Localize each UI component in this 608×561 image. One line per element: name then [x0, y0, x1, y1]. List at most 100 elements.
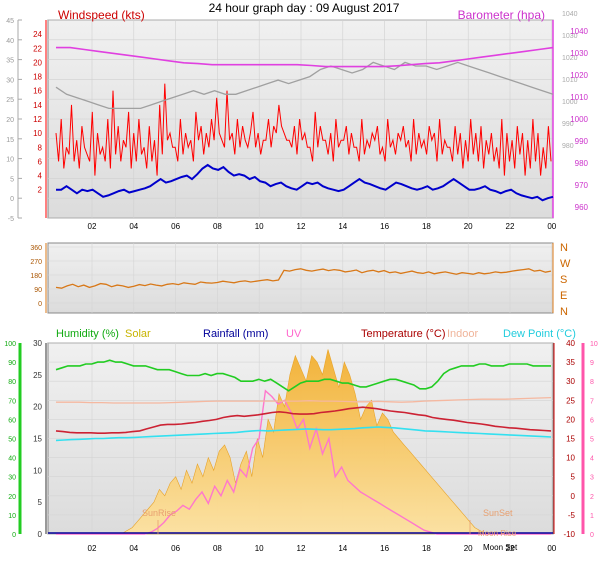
wind-series-group [55, 46, 554, 202]
climate-x-tick-label: 02 [88, 544, 97, 553]
wind-left-tick-label: 0 [10, 196, 14, 203]
wind-left-tick-label: 5 [10, 176, 14, 183]
barometer-line [56, 46, 554, 68]
wind-left-tick-label: -5 [8, 216, 14, 223]
wind-x-tick-label: 02 [88, 222, 97, 231]
temperature-axis: -10 -5 0 5 10 15 20 25 30 35 40 [553, 339, 576, 539]
temperature-label: Temperature (°C) [361, 328, 445, 340]
indoor-line [56, 396, 552, 404]
solar-tick-label: 25 [33, 371, 42, 380]
wind-inner-tick-label: 20 [33, 58, 42, 67]
temperature-tick-label: -10 [563, 530, 575, 539]
climate-x-tick-label: 16 [380, 544, 389, 553]
uv-line [56, 389, 551, 535]
humidity-tick-label: 10 [8, 513, 16, 520]
temperature-tick-label: 20 [566, 415, 575, 424]
uv-tick-label: 8 [590, 379, 594, 386]
uv-tick-label: 7 [590, 398, 594, 405]
uv-label: UV [286, 328, 302, 340]
uv-tick-label: 1 [590, 513, 594, 520]
wind-inner-tick-label: 8 [38, 143, 43, 152]
wind-x-tick-label: 22 [506, 222, 515, 231]
barometer-tick-label: 1030 [562, 33, 578, 40]
temperature-tick-label: 35 [566, 358, 575, 367]
wind-left-axis: -5 0 5 10 15 20 25 30 35 40 45 [6, 18, 22, 223]
compass-label: N [560, 306, 568, 318]
climate-annotations: SunRise SunSet Moon Rise Moon Set [142, 508, 518, 552]
solar-axis: 0 5 10 15 20 25 30 [33, 339, 47, 539]
barometer-tick-label: 990 [562, 121, 574, 128]
wind-x-tick-label: 16 [380, 222, 389, 231]
wind-inner-tick-label: 24 [33, 30, 42, 39]
uv-tick-label: 4 [590, 456, 594, 463]
avg-wind-line [56, 163, 554, 202]
moonset-label: Moon Set [483, 543, 518, 552]
wind-left-tick-label: 40 [6, 38, 14, 45]
direction-series-group [55, 268, 552, 289]
dewpoint-line [55, 426, 552, 442]
solar-tick-label: 15 [33, 435, 42, 444]
barometer-tick-label: 980 [562, 143, 574, 150]
sunset-label: SunSet [483, 508, 513, 518]
barometer-inner-tick-label: 960 [575, 203, 589, 212]
wind-x-tick-label: 04 [129, 222, 138, 231]
solar-label: Solar [125, 328, 151, 340]
humidity-axis: 0 10 20 30 40 50 60 70 80 90 100 [4, 341, 22, 539]
climate-x-tick-label: 22 [506, 544, 515, 553]
humidity-tick-label: 60 [8, 417, 16, 424]
temperature-tick-label: -5 [568, 511, 576, 520]
wind-x-tick-label: 12 [297, 222, 306, 231]
wind-left-tick-label: 20 [6, 117, 14, 124]
wind-x-tick-label: 08 [213, 222, 222, 231]
compass-label: W [560, 258, 571, 270]
barometer-inner-tick-label: 990 [575, 137, 589, 146]
barometer-min-line [55, 61, 554, 110]
temperature-tick-label: 10 [566, 454, 575, 463]
page-title: 24 hour graph day : 09 August 2017 [209, 1, 400, 15]
climate-x-tick-label: 20 [464, 544, 473, 553]
wind-inner-tick-label: 4 [38, 172, 43, 181]
plot-area-wind-direction [47, 242, 554, 314]
moonrise-label: Moon Rise [478, 529, 517, 538]
solar-tick-label: 30 [33, 339, 42, 348]
direction-left-axis: 0 90 180 270 360 [30, 243, 47, 313]
barometer-right-axis: 980 990 1000 1010 1020 1030 1040 [552, 11, 578, 218]
direction-tick-label: 0 [38, 301, 42, 308]
climate-x-tick-label: 18 [422, 544, 431, 553]
solar-tick-label: 20 [33, 403, 42, 412]
climate-x-tick-label: 14 [338, 544, 347, 553]
wind-inner-tick-label: 16 [33, 87, 42, 96]
wind-inner-tick-label: 12 [33, 115, 42, 124]
barometer-inner-tick-label: 1000 [570, 115, 588, 124]
direction-tick-label: 270 [30, 259, 42, 266]
temperature-tick-label: 40 [566, 339, 575, 348]
barometer-label: Barometer (hpa) [458, 8, 545, 22]
humidity-tick-label: 20 [8, 494, 16, 501]
wind-left-tick-label: 25 [6, 97, 14, 104]
barometer-inner-tick-label: 1010 [570, 93, 588, 102]
climate-x-tick-label: 10 [255, 544, 264, 553]
direction-tick-label: 90 [34, 287, 42, 294]
temperature-line [55, 406, 552, 435]
wind-inner-tick-label: 14 [33, 101, 42, 110]
climate-x-tick-label: 00 [547, 544, 556, 553]
wind-x-tick-label: 00 [547, 222, 556, 231]
wind-x-tick-label: 20 [464, 222, 473, 231]
wind-x-tick-label: 10 [255, 222, 264, 231]
wind-x-tick-label: 18 [422, 222, 431, 231]
wind-x-ticks: 02 04 06 08 10 12 14 16 18 20 22 00 [88, 222, 557, 231]
uv-axis: 0 1 2 3 4 5 6 7 8 9 10 [581, 341, 598, 539]
temperature-tick-label: 15 [566, 435, 575, 444]
wind-inner-tick-label: 6 [38, 157, 43, 166]
gust-line [55, 83, 552, 176]
barometer-inner-axis: 960 970 980 990 1000 1010 1020 1030 1040 [570, 27, 588, 212]
compass-label: N [560, 242, 568, 254]
windspeed-label: Windspeed (kts) [58, 8, 145, 22]
uv-tick-label: 9 [590, 360, 594, 367]
uv-tick-label: 2 [590, 494, 594, 501]
